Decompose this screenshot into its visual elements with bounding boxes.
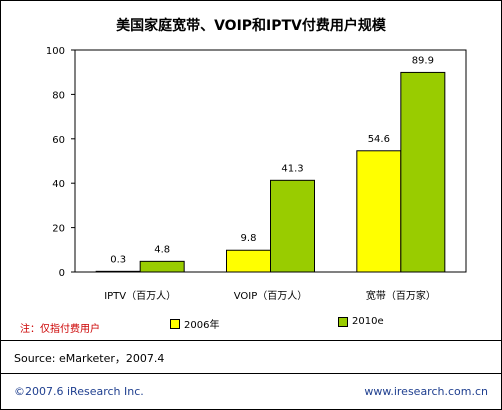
note-text: 注：仅指付费用户	[20, 324, 100, 335]
bar	[139, 260, 185, 273]
y-tick-label: 60	[52, 135, 65, 146]
x-category-label: VOIP（百万人）	[234, 290, 308, 302]
legend-item-2006: 2006年	[170, 316, 219, 331]
y-tick-label: 20	[52, 224, 65, 235]
data-label: 54.6	[368, 134, 390, 145]
data-label: 0.3	[110, 254, 126, 265]
bar	[356, 150, 402, 273]
y-tick-label: 80	[52, 90, 65, 101]
bar	[270, 179, 315, 273]
legend-swatch-2006	[170, 318, 180, 329]
legend-swatch-2010	[338, 316, 348, 327]
y-tick-label: 40	[52, 179, 65, 190]
data-label: 41.3	[281, 163, 303, 174]
source-text: Source: eMarketer，2007.4	[14, 352, 165, 365]
divider-top	[0, 340, 502, 341]
copyright-text: ©2007.6 iResearch Inc.	[14, 385, 144, 398]
x-category-label: IPTV（百万人）	[104, 290, 176, 302]
bar	[400, 71, 446, 273]
website-link[interactable]: www.iresearch.com.cn	[364, 385, 488, 398]
data-label: 9.8	[241, 233, 257, 244]
bar	[226, 249, 271, 273]
divider-bottom	[0, 373, 502, 374]
bar	[95, 270, 141, 273]
legend-label-2010: 2010e	[352, 316, 384, 327]
y-tick-label: 0	[59, 268, 65, 279]
data-label: 4.8	[154, 244, 170, 255]
chart-title: 美国家庭宽带、VOIP和IPTV付费用户规模	[116, 18, 386, 34]
x-category-label: 宽带（百万家）	[366, 289, 436, 302]
data-label: 89.9	[412, 55, 434, 66]
legend-item-2010: 2010e	[338, 316, 384, 327]
y-tick-label: 100	[46, 46, 65, 57]
legend-label-2006: 2006年	[184, 320, 220, 331]
